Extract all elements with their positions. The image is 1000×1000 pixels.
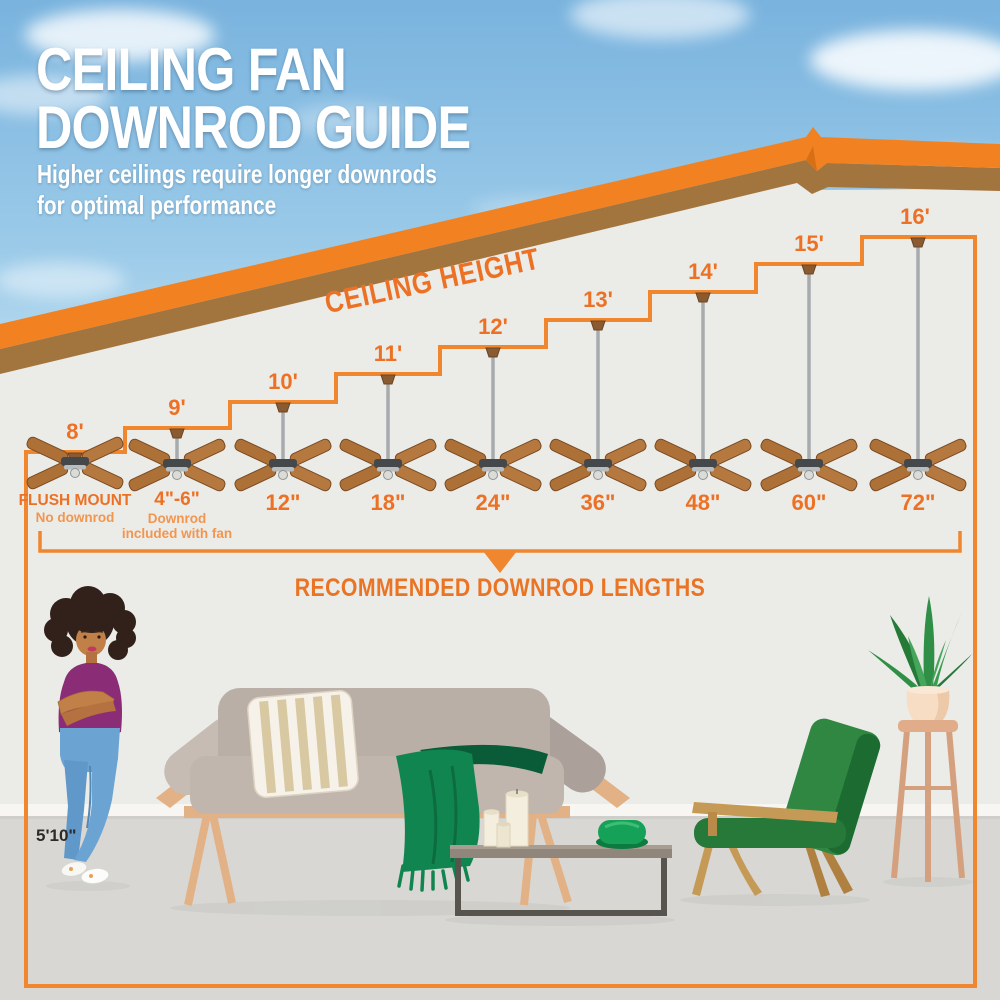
recommended-downrod-lengths-label: RECOMMENDED DOWNROD LENGTHS	[294, 574, 706, 602]
subtitle-line1: Higher ceilings require longer downrods	[37, 159, 437, 189]
height-label-12ft: 12'	[478, 314, 508, 339]
plant-pot	[906, 686, 950, 722]
face-features	[80, 630, 104, 652]
table-frame	[455, 858, 667, 916]
height-label-8ft: 8'	[66, 419, 84, 444]
floor-shadows	[46, 877, 973, 926]
plant-leaves	[868, 596, 972, 692]
chair-seat	[694, 818, 846, 848]
downrod-sub1-4-6: Downrod	[147, 511, 207, 526]
downrod-label-60in: 60"	[791, 490, 827, 515]
person-height-label: 5'10"	[36, 826, 77, 845]
page-title-line1: CEILING FAN	[36, 36, 347, 103]
downrod-label-18in: 18"	[370, 490, 406, 515]
plant-stand	[868, 596, 972, 882]
downrod-label-72in: 72"	[900, 490, 936, 515]
height-label-15ft: 15'	[794, 231, 824, 256]
downrods	[175, 242, 920, 465]
downrod-bracket	[38, 531, 962, 573]
height-label-10ft: 10'	[268, 369, 298, 394]
neck	[86, 652, 97, 665]
downrod-label-4-6: 4"-6"	[154, 489, 200, 510]
subtitle-line2: for optimal performance	[37, 190, 277, 220]
height-label-16ft: 16'	[900, 204, 930, 229]
downrod-label-24in: 24"	[475, 490, 511, 515]
woman-figure	[44, 586, 136, 885]
striped-pillow	[247, 689, 359, 799]
shoes	[60, 861, 110, 885]
chair-armrest	[692, 802, 838, 823]
sofa	[156, 688, 630, 906]
ceiling-step-outline	[24, 235, 977, 988]
downrod-label-36in: 36"	[580, 490, 616, 515]
height-label-13ft: 13'	[583, 287, 613, 312]
coffee-table	[450, 789, 672, 916]
sofa-legs	[184, 813, 572, 906]
roof-ridge-fold	[806, 146, 817, 171]
downrod-sub-flush: No downrod	[35, 510, 115, 525]
height-label-14ft: 14'	[688, 259, 718, 284]
downrod-label-12in: 12"	[265, 490, 301, 515]
downrod-label-flush: FLUSH MOUNT	[18, 492, 132, 509]
height-label-9ft: 9'	[168, 395, 186, 420]
green-dish	[596, 820, 648, 849]
jeans	[60, 728, 120, 862]
arrow-down-icon	[483, 551, 517, 573]
downrod-sub2-4-6: included with fan	[121, 526, 233, 541]
roof-brown-band	[0, 160, 1000, 374]
roof-orange-band	[0, 127, 1000, 349]
green-throw	[396, 744, 548, 892]
roof	[0, 127, 1000, 374]
stand-seat	[898, 720, 958, 732]
page-title-line2: DOWNROD GUIDE	[36, 94, 471, 161]
height-label-11ft: 11'	[373, 341, 403, 366]
downrod-label-48in: 48"	[685, 490, 721, 515]
armchair	[692, 718, 881, 897]
fans	[24, 237, 969, 493]
candles	[483, 789, 529, 848]
